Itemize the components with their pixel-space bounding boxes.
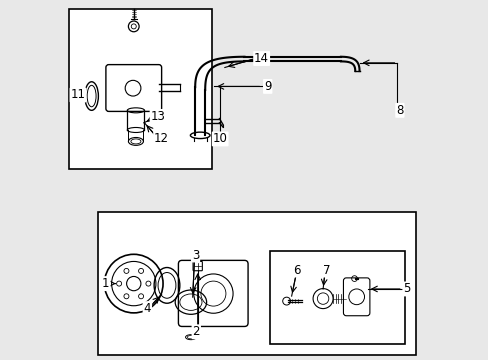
Bar — [98, 212, 415, 355]
Text: 1: 1 — [102, 277, 109, 290]
Text: 13: 13 — [150, 110, 165, 123]
Text: 6: 6 — [293, 264, 301, 276]
Text: 7: 7 — [322, 264, 330, 276]
Text: 5: 5 — [403, 283, 410, 296]
Bar — [69, 9, 212, 169]
Text: 10: 10 — [212, 132, 227, 145]
Text: 11: 11 — [70, 89, 85, 102]
Text: 4: 4 — [143, 302, 151, 315]
Text: 9: 9 — [264, 80, 271, 93]
Text: 3: 3 — [191, 248, 199, 261]
Text: 14: 14 — [254, 52, 268, 65]
Text: 8: 8 — [395, 104, 403, 117]
Bar — [269, 251, 405, 344]
Text: 2: 2 — [192, 325, 200, 338]
Text: 12: 12 — [154, 132, 169, 145]
